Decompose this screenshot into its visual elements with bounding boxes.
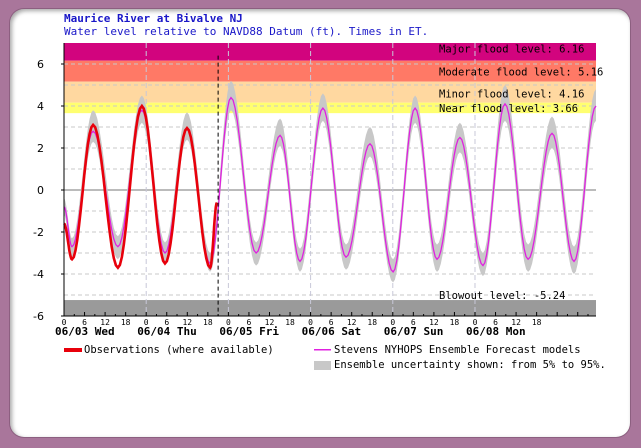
x-day-label: 06/03 Wed <box>55 325 115 338</box>
y-tick-label: 4 <box>37 100 44 113</box>
flood-level-label: Near flood level: 3.66 <box>439 103 578 115</box>
observations-line <box>63 103 219 271</box>
chart-title: Maurice River at Bivalve NJ <box>64 12 243 25</box>
x-hour-label: 12 <box>265 318 275 327</box>
y-tick-label: 0 <box>37 184 44 197</box>
legend-uncertainty-swatch <box>314 361 331 370</box>
y-tick-label: -2 <box>33 226 44 239</box>
x-day-label: 06/08 Mon <box>466 325 526 338</box>
legend-observations-swatch <box>64 348 82 352</box>
x-hour-label: 12 <box>347 318 357 327</box>
x-hour-label: 18 <box>203 318 213 327</box>
x-day-label: 06/05 Fri <box>219 325 279 338</box>
x-hour-label: 18 <box>285 318 295 327</box>
x-hour-label: 0 <box>308 318 313 327</box>
flood-level-label: Blowout level: -5.24 <box>439 290 565 302</box>
x-hour-label: 6 <box>247 318 252 327</box>
x-day-label: 06/07 Sun <box>384 325 444 338</box>
flood-level-band <box>64 102 596 114</box>
flood-level-label: Minor flood level: 4.16 <box>439 89 584 101</box>
x-hour-label: 6 <box>82 318 87 327</box>
flood-level-band <box>64 60 596 82</box>
legend-observations: Observations (where available) <box>84 344 274 356</box>
y-tick-label: -6 <box>33 310 44 323</box>
x-day-label: 06/06 Sat <box>302 325 362 338</box>
x-day-label: 06/04 Thu <box>137 325 197 338</box>
x-hour-label: 12 <box>429 318 439 327</box>
x-hour-label: 6 <box>329 318 334 327</box>
x-hour-label: 18 <box>121 318 131 327</box>
x-hour-label: 18 <box>450 318 460 327</box>
x-hour-label: 12 <box>182 318 192 327</box>
x-hour-label: 6 <box>411 318 416 327</box>
x-hour-label: 0 <box>226 318 231 327</box>
x-hour-label: 18 <box>367 318 377 327</box>
y-tick-label: 6 <box>37 58 44 71</box>
legend-uncertainty: Ensemble uncertainty shown: from 5% to 9… <box>334 359 606 371</box>
y-tick-label: 2 <box>37 142 44 155</box>
chart-subtitle: Water level relative to NAVD88 Datum (ft… <box>64 25 429 38</box>
x-hour-label: 0 <box>144 318 149 327</box>
x-hour-label: 6 <box>164 318 169 327</box>
flood-level-band <box>64 43 596 61</box>
x-hour-label: 0 <box>62 318 67 327</box>
forecast-line <box>63 96 597 273</box>
y-tick-label: -4 <box>33 268 44 281</box>
x-hour-label: 12 <box>100 318 110 327</box>
x-hour-label: 0 <box>473 318 478 327</box>
flood-level-label: Moderate flood level: 5.16 <box>439 67 603 79</box>
x-hour-label: 6 <box>493 318 498 327</box>
legend-forecast-swatch <box>314 349 331 351</box>
flood-level-band <box>64 300 596 316</box>
uncertainty-band <box>64 80 596 283</box>
flood-level-label: Major flood level: 6.16 <box>439 44 584 56</box>
x-hour-label: 0 <box>390 318 395 327</box>
x-hour-label: 12 <box>511 318 521 327</box>
legend-forecast: Stevens NYHOPS Ensemble Forecast models <box>334 344 581 356</box>
x-hour-label: 18 <box>532 318 542 327</box>
flood-level-band <box>64 81 596 103</box>
